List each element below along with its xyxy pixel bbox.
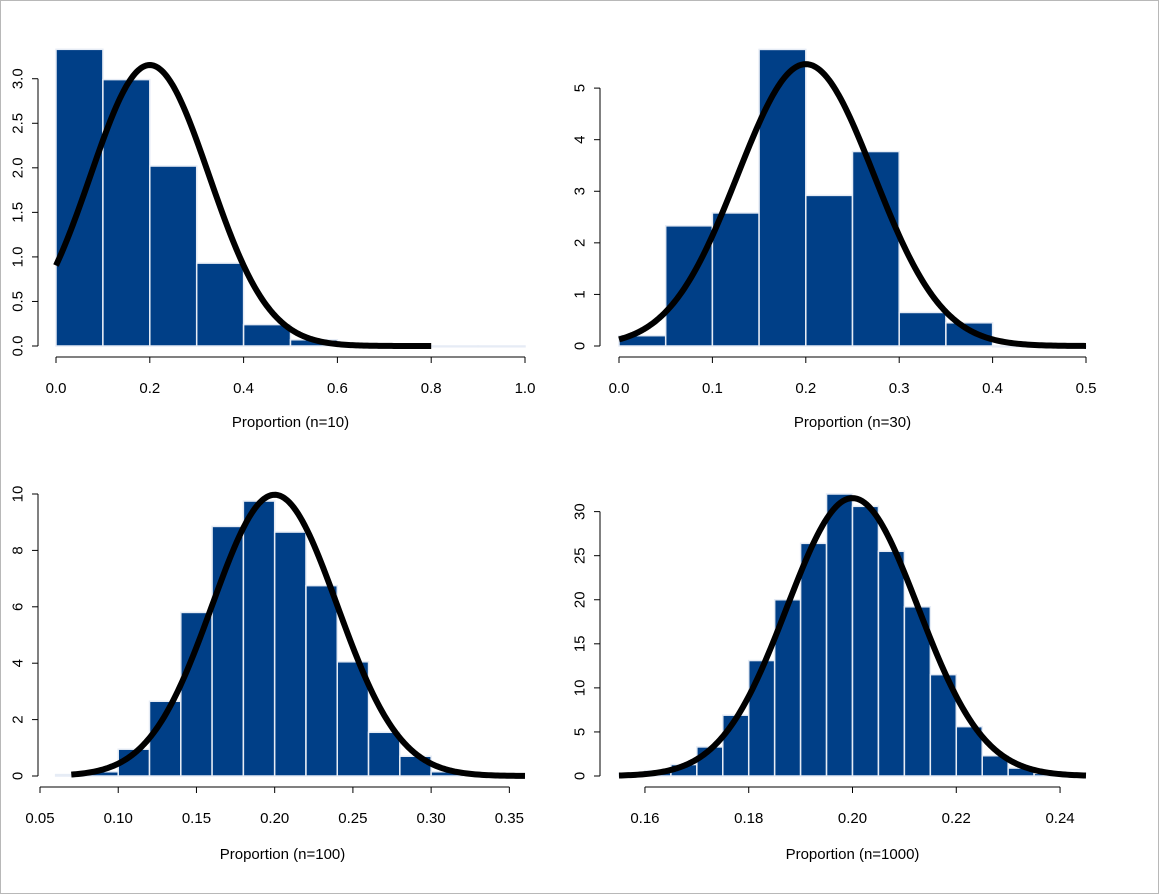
histogram-bar — [945, 322, 994, 347]
histogram-bar — [477, 345, 526, 348]
histogram-bar — [799, 542, 828, 777]
x-tick-label: 0.20 — [260, 810, 289, 827]
histogram-bar — [430, 345, 479, 348]
x-tick-label: 0.8 — [421, 380, 442, 397]
y-tick-label: 1.5 — [10, 202, 27, 223]
y-tick-label: 6 — [10, 603, 27, 611]
histogram-bar — [898, 311, 947, 347]
histogram-bar — [367, 731, 401, 777]
x-axis-title: Proportion (n=1000) — [786, 846, 920, 863]
histogram-bar — [805, 194, 854, 347]
x-tick-label: 0.20 — [838, 810, 867, 827]
histogram-bar — [825, 493, 854, 777]
x-axis-title: Proportion (n=10) — [232, 414, 349, 431]
y-tick-label: 2.0 — [10, 157, 27, 178]
y-tick-label: 0.0 — [10, 336, 27, 357]
x-tick-label: 0.2 — [139, 380, 160, 397]
y-tick-label: 4 — [572, 136, 589, 144]
x-tick-label: 0.18 — [734, 810, 763, 827]
histogram-bar — [305, 584, 339, 777]
y-tick-label: 2 — [10, 715, 27, 723]
y-tick-label: 0 — [572, 772, 589, 780]
x-tick-label: 0.4 — [233, 380, 254, 397]
y-tick-label: 4 — [10, 659, 27, 667]
y-tick-label: 3 — [572, 187, 589, 195]
y-tick-label: 5 — [572, 728, 589, 736]
chart-panel-2: 0.0 0.1 0.2 0.3 0.4 0.5 0 1 2 3 4 5 Proportion (n=30… — [572, 48, 1097, 431]
x-tick-label: 0.4 — [982, 380, 1003, 397]
x-tick-label: 0.22 — [942, 810, 971, 827]
histogram-bar — [242, 323, 292, 347]
histogram-bar — [877, 550, 906, 777]
y-tick-label: 5 — [572, 84, 589, 92]
histogram-bar — [149, 165, 198, 347]
x-tick-label: 0.05 — [25, 810, 54, 827]
y-tick-label: 2.5 — [10, 113, 27, 134]
x-tick-label: 0.6 — [327, 380, 348, 397]
histogram-bar — [722, 714, 750, 777]
histogram-bar — [242, 500, 276, 777]
x-tick-label: 0.2 — [795, 380, 816, 397]
x-tick-label: 0.15 — [182, 810, 211, 827]
histogram-bar — [773, 599, 802, 777]
chart-panel-4: 0.16 0.18 0.20 0.22 0.24 0 5 10 15 20 25 30 Proporti… — [572, 493, 1087, 863]
y-tick-label: 10 — [572, 680, 589, 697]
histogram-bar — [758, 48, 807, 347]
y-tick-label: 0 — [10, 772, 27, 780]
y-tick-label: 20 — [572, 591, 589, 608]
y-tick-label: 8 — [10, 546, 27, 554]
x-tick-label: 0.30 — [417, 810, 446, 827]
histogram-bar — [336, 661, 370, 777]
chart-panel-1: 0.0 0.2 0.4 0.6 0.8 1.0 0.0 0.5 1.0 1.5 2.0 2.5 3.0 P… — [10, 48, 536, 431]
x-tick-label: 0.16 — [630, 810, 659, 827]
normal-density-curve — [618, 61, 1087, 349]
histogram-bar — [747, 659, 776, 777]
y-tick-label: 25 — [572, 547, 589, 564]
x-tick-label: 0.1 — [702, 380, 723, 397]
x-tick-label: 0.3 — [889, 380, 910, 397]
x-tick-label: 0.10 — [104, 810, 133, 827]
normal-density-curve — [53, 62, 433, 349]
histogram-bar — [180, 611, 213, 777]
histogram-bar — [711, 212, 760, 347]
y-tick-label: 0 — [572, 342, 589, 350]
y-tick-label: 1 — [572, 290, 589, 298]
y-tick-label: 15 — [572, 635, 589, 652]
y-tick-label: 0.5 — [10, 291, 27, 312]
y-tick-label: 30 — [572, 503, 589, 520]
x-tick-label: 0.0 — [46, 380, 67, 397]
y-tick-label: 10 — [10, 486, 27, 503]
y-tick-label: 2 — [572, 239, 589, 247]
chart-panel-3: 0.05 0.10 0.15 0.20 0.25 0.30 0.35 0 2 4 6 8 10 Propo… — [10, 486, 526, 863]
x-axis-title: Proportion (n=100) — [220, 846, 346, 863]
normal-density-curve — [70, 491, 526, 779]
x-tick-label: 0.5 — [1076, 380, 1097, 397]
x-tick-label: 1.0 — [515, 380, 536, 397]
histogram-bar — [851, 505, 880, 777]
histogram-bar — [981, 754, 1009, 777]
y-tick-label: 1.0 — [10, 246, 27, 267]
y-tick-label: 3.0 — [10, 68, 27, 89]
histogram-bar — [273, 531, 307, 777]
x-tick-label: 0.35 — [495, 810, 524, 827]
x-tick-label: 0.25 — [338, 810, 367, 827]
x-axis-title: Proportion (n=30) — [794, 414, 911, 431]
x-tick-label: 0.0 — [609, 380, 630, 397]
histogram-bar — [55, 48, 104, 347]
histogram-bar — [195, 262, 245, 347]
x-tick-label: 0.24 — [1045, 810, 1074, 827]
normal-density-curve — [618, 495, 1087, 779]
